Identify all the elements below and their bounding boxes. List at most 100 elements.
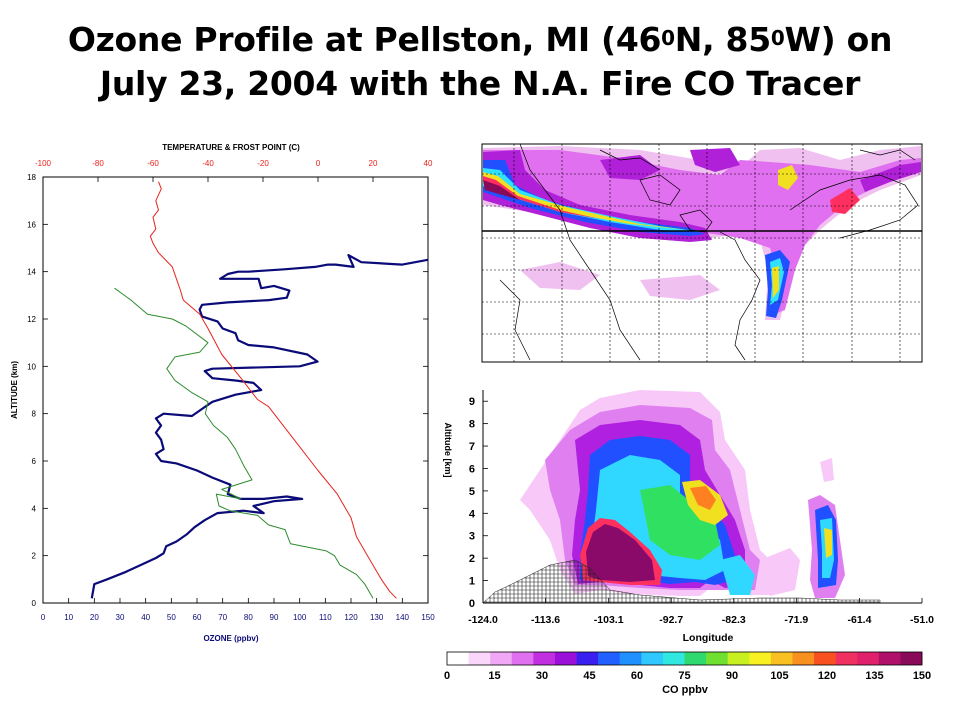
colorbar-tick-label: 135 [865,670,883,682]
colorbar-tick-label: 105 [770,670,788,682]
colorbar-cell [468,652,491,665]
top-axis-tick-label: 40 [424,159,433,168]
colorbar-cell [857,652,880,665]
bottom-axis-tick-label: 70 [218,613,227,622]
title-line-2: July 23, 2004 with the N.A. Fire CO Trac… [99,64,861,103]
colorbar-tick-label: 60 [631,670,643,682]
colorbar-cell [533,652,556,665]
map-co-plume [483,146,921,320]
colorbar-cell [554,652,577,665]
profile-series [90,181,428,599]
bottom-axis-tick-label: 100 [293,613,307,622]
colorbar-tick-label: 90 [726,670,738,682]
cross-section-y-tick-label: 3 [469,531,475,543]
colorbar-tick-label: 45 [583,670,595,682]
left-axis-tick-label: 6 [32,457,37,466]
cross-section-x-label: Longitude [683,632,734,644]
cross-section-y-tick-label: 0 [469,598,475,610]
bottom-axis-ticks: 0 10 20 30 40 50 60 70 80 90 100 110 120 130 140 150 [41,598,435,622]
colorbar-cell [619,652,642,665]
top-axis-label: TEMPERATURE & FROST POINT (C) [162,143,300,152]
map-grid [482,144,922,362]
colorbar-label: CO ppbv [662,684,709,696]
bottom-axis-tick-label: 90 [270,613,279,622]
x-axis-label: OZONE (ppbv) [203,634,258,643]
left-axis-tick-label: 2 [32,552,37,561]
colorbar-cell [792,652,815,665]
slide-title: Ozone Profile at Pellston, MI (460N, 850… [0,18,960,106]
co-cross-section-chart: 0 1 2 3 4 5 6 7 8 9 -124.0 -113.6 -103.1 -92.7 -82.3 -7… [443,390,934,644]
colorbar-tick-label: 120 [818,670,836,682]
cross-section-y-label: Altitude [km] [443,423,453,478]
top-axis-tick-label: -40 [202,159,214,168]
cross-section-y-tick-label: 7 [469,441,475,453]
left-axis-ticks: 0 2 4 6 8 10 12 14 16 18 [27,173,428,608]
cross-section-x-tick-label: -51.0 [910,614,934,626]
left-axis-tick-label: 16 [27,220,36,229]
left-axis-tick-label: 0 [32,599,37,608]
colorbar-cell [576,652,599,665]
colorbar-cell [490,652,513,665]
cross-section-axes: 0 1 2 3 4 5 6 7 8 9 -124.0 -113.6 -103.1 -92.7 -82.3 -7… [468,390,934,626]
bottom-axis-tick-label: 30 [116,613,125,622]
top-axis-ticks: -100 -80 -60 -40 -20 0 20 40 [35,159,433,182]
top-axis-tick-label: -20 [257,159,269,168]
colorbar-cell [598,652,621,665]
cross-section-y-tick-label: 5 [469,486,475,498]
bottom-axis-tick-label: 150 [421,613,435,622]
left-axis-tick-label: 8 [32,410,37,419]
colorbar-tick-label: 30 [536,670,548,682]
colorbar-cell [749,652,772,665]
cross-section-x-tick-label: -82.3 [722,614,746,626]
bottom-axis-tick-label: 10 [64,613,73,622]
colorbar-frame [446,651,923,666]
title-line-1: Ozone Profile at Pellston, MI (460N, 850… [67,20,893,59]
cross-section-x-tick-label: -71.9 [784,614,808,626]
colorbar-cell [727,652,750,665]
colorbar-cell [511,652,534,665]
bottom-axis-tick-label: 20 [90,613,99,622]
colorbar-tick-label: 0 [444,670,450,682]
co-colorbar: 0 15 30 45 60 75 90 105 120 135 150 CO ppbv [444,651,931,696]
colorbar-cell [835,652,858,665]
bottom-axis-tick-label: 140 [396,613,410,622]
ozone-line [90,254,428,599]
cross-section-y-tick-label: 6 [469,463,475,475]
cross-section-y-tick-label: 2 [469,553,475,565]
top-axis-tick-label: -80 [92,159,104,168]
colorbar-cell [814,652,836,665]
colorbar-cell [662,652,685,665]
y-axis-label: ALTITUDE (km) [10,361,19,419]
colorbar-cell [706,652,728,665]
colorbar-tick-label: 75 [678,670,690,682]
bottom-axis-tick-label: 0 [41,613,46,622]
bottom-axis-tick-label: 120 [344,613,358,622]
cross-section-y-tick-label: 4 [469,508,476,520]
cross-section-x-tick-label: -124.0 [468,614,498,626]
cross-section-x-tick-label: -113.6 [531,614,560,626]
top-axis-tick-label: 0 [316,159,321,168]
map-coastlines [499,143,919,361]
colorbar-tick-label: 150 [913,670,931,682]
colorbar-tick-label: 15 [488,670,500,682]
profile-plot-frame [42,176,429,604]
bottom-axis-tick-label: 130 [370,613,384,622]
cross-section-y-tick-label: 8 [469,419,475,431]
frost-point-line [114,287,374,599]
left-axis-tick-label: 18 [27,173,36,182]
colorbar-cell [770,652,793,665]
top-axis-tick-label: -100 [35,159,52,168]
cross-section-terrain [482,559,881,604]
cross-section-x-tick-label: -61.4 [847,614,871,626]
left-axis-tick-label: 4 [32,504,37,513]
left-axis-tick-label: 10 [27,362,36,371]
ozone-profile-chart: TEMPERATURE & FROST POINT (C) -100 -80 -60… [10,143,435,643]
colorbar-cell [641,652,664,665]
colorbar-cell [900,652,923,665]
bottom-axis-tick-label: 40 [141,613,150,622]
cross-section-y-tick-label: 9 [469,396,475,408]
top-axis-tick-label: -60 [147,159,159,168]
bottom-axis-tick-label: 110 [319,613,332,622]
left-axis-tick-label: 14 [27,268,36,277]
